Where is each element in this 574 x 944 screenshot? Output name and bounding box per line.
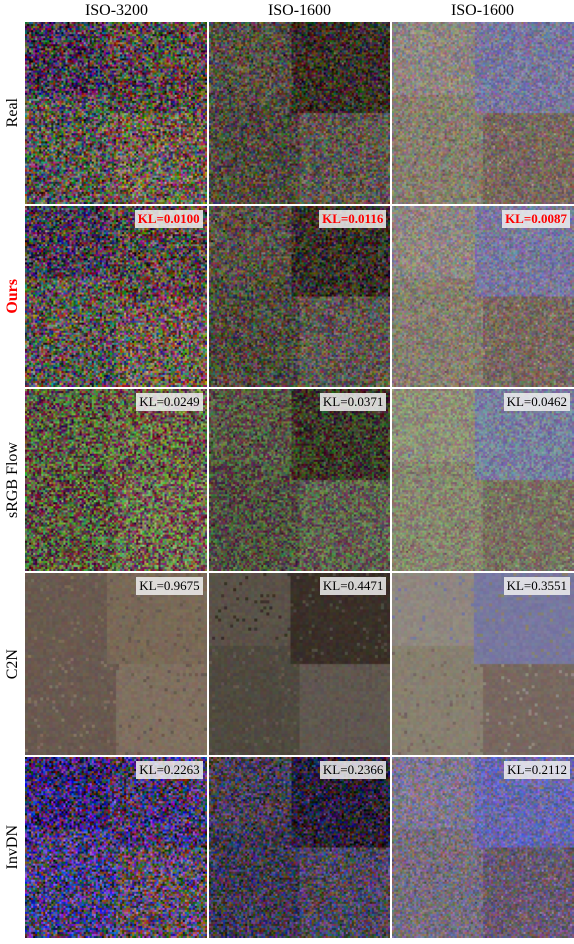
noise-image xyxy=(209,573,391,755)
image-cell: KL=0.0100 xyxy=(25,206,207,388)
image-cell: KL=0.0087 xyxy=(392,206,574,388)
row-label-text: InvDN xyxy=(4,825,22,869)
kl-badge: KL=0.2366 xyxy=(320,761,386,779)
noise-image xyxy=(392,573,574,755)
noise-image xyxy=(25,389,207,571)
noise-image xyxy=(209,389,391,571)
col-header: ISO-3200 xyxy=(25,0,208,22)
row-label-invdn: InvDN xyxy=(0,757,25,939)
figure-row: Ours KL=0.0100 KL=0.0116 KL=0.0087 xyxy=(0,206,574,388)
row-label-c2n: C2N xyxy=(0,573,25,755)
row-cells: KL=0.2263 KL=0.2366 KL=0.2112 xyxy=(25,757,574,939)
noise-image xyxy=(392,206,574,388)
column-headers: ISO-3200 ISO-1600 ISO-1600 xyxy=(25,0,574,22)
kl-badge: KL=0.3551 xyxy=(504,577,570,595)
figure-row: Real xyxy=(0,22,574,204)
kl-badge: KL=0.0249 xyxy=(136,393,202,411)
image-cell: KL=0.4471 xyxy=(209,573,391,755)
image-cell: KL=0.2263 xyxy=(25,757,207,939)
noise-image xyxy=(25,206,207,388)
image-cell: KL=0.0371 xyxy=(209,389,391,571)
image-cell: KL=0.9675 xyxy=(25,573,207,755)
noise-image xyxy=(209,757,391,939)
kl-badge: KL=0.0462 xyxy=(504,393,570,411)
noise-image xyxy=(25,757,207,939)
row-cells: KL=0.0249 KL=0.0371 KL=0.0462 xyxy=(25,389,574,571)
kl-badge: KL=0.4471 xyxy=(320,577,386,595)
image-cell: KL=0.2112 xyxy=(392,757,574,939)
row-label-text: Ours xyxy=(4,279,22,314)
kl-badge: KL=0.0100 xyxy=(135,210,203,228)
noise-image xyxy=(25,22,207,204)
noise-image xyxy=(25,573,207,755)
row-label-ours: Ours xyxy=(0,206,25,388)
image-cell xyxy=(209,22,391,204)
figure-row: sRGB Flow KL=0.0249 KL=0.0371 KL=0.0462 xyxy=(0,389,574,571)
noise-image xyxy=(209,206,391,388)
kl-badge: KL=0.2263 xyxy=(136,761,202,779)
row-label-text: Real xyxy=(4,98,22,127)
noise-image xyxy=(392,22,574,204)
figure-row: C2N KL=0.9675 KL=0.4471 KL=0.3551 xyxy=(0,573,574,755)
row-cells xyxy=(25,22,574,204)
image-cell: KL=0.0116 xyxy=(209,206,391,388)
comparison-figure: ISO-3200 ISO-1600 ISO-1600 RealOursKL=0.… xyxy=(0,0,574,938)
image-cell: KL=0.2366 xyxy=(209,757,391,939)
image-cell xyxy=(25,22,207,204)
kl-badge: KL=0.2112 xyxy=(504,761,570,779)
row-label-text: sRGB Flow xyxy=(4,442,22,518)
row-label-real: Real xyxy=(0,22,25,204)
image-cell: KL=0.0249 xyxy=(25,389,207,571)
col-header: ISO-1600 xyxy=(208,0,391,22)
figure-rows: Real Ours KL=0.0100 KL=0.0116 KL=0.0087 sRGB … xyxy=(0,22,574,938)
row-cells: KL=0.9675 KL=0.4471 KL=0.3551 xyxy=(25,573,574,755)
noise-image xyxy=(392,757,574,939)
kl-badge: KL=0.9675 xyxy=(136,577,202,595)
image-cell xyxy=(392,22,574,204)
image-cell: KL=0.0462 xyxy=(392,389,574,571)
noise-image xyxy=(209,22,391,204)
kl-badge: KL=0.0116 xyxy=(319,210,386,228)
figure-row: InvDN KL=0.2263 KL=0.2366 KL=0.2112 xyxy=(0,757,574,939)
row-cells: KL=0.0100 KL=0.0116 KL=0.0087 xyxy=(25,206,574,388)
image-cell: KL=0.3551 xyxy=(392,573,574,755)
kl-badge: KL=0.0371 xyxy=(320,393,386,411)
kl-badge: KL=0.0087 xyxy=(502,210,570,228)
row-label-text: C2N xyxy=(4,649,22,679)
row-label-srgbflow: sRGB Flow xyxy=(0,389,25,571)
col-header: ISO-1600 xyxy=(391,0,574,22)
noise-image xyxy=(392,389,574,571)
